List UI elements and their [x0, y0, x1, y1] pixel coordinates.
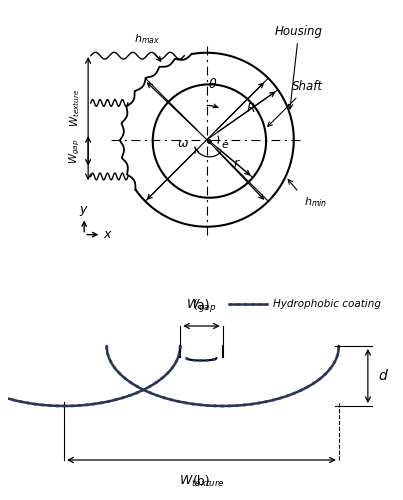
- Text: $x$: $x$: [103, 228, 113, 241]
- Text: $h_{max}$: $h_{max}$: [135, 32, 160, 46]
- Text: Shaft: Shaft: [268, 80, 323, 126]
- Text: $y$: $y$: [79, 204, 89, 218]
- Text: $\omega$: $\omega$: [177, 137, 189, 150]
- Text: (b): (b): [193, 475, 210, 488]
- Text: Housing: Housing: [275, 25, 323, 109]
- Text: $r$: $r$: [233, 157, 241, 170]
- Text: $\theta$: $\theta$: [208, 78, 218, 92]
- Text: $W_{gap}$: $W_{gap}$: [68, 138, 82, 164]
- Text: $W_{texture}$: $W_{texture}$: [179, 474, 224, 489]
- Text: $h_{min}$: $h_{min}$: [304, 195, 327, 208]
- Text: $d$: $d$: [378, 368, 388, 384]
- Text: (a): (a): [193, 298, 210, 312]
- Text: $R$: $R$: [246, 102, 256, 114]
- Text: $W_{gap}$: $W_{gap}$: [186, 297, 217, 314]
- Text: $e$: $e$: [221, 140, 229, 150]
- Text: $W_{texture}$: $W_{texture}$: [68, 89, 82, 128]
- Text: Hydrophobic coating: Hydrophobic coating: [273, 299, 381, 309]
